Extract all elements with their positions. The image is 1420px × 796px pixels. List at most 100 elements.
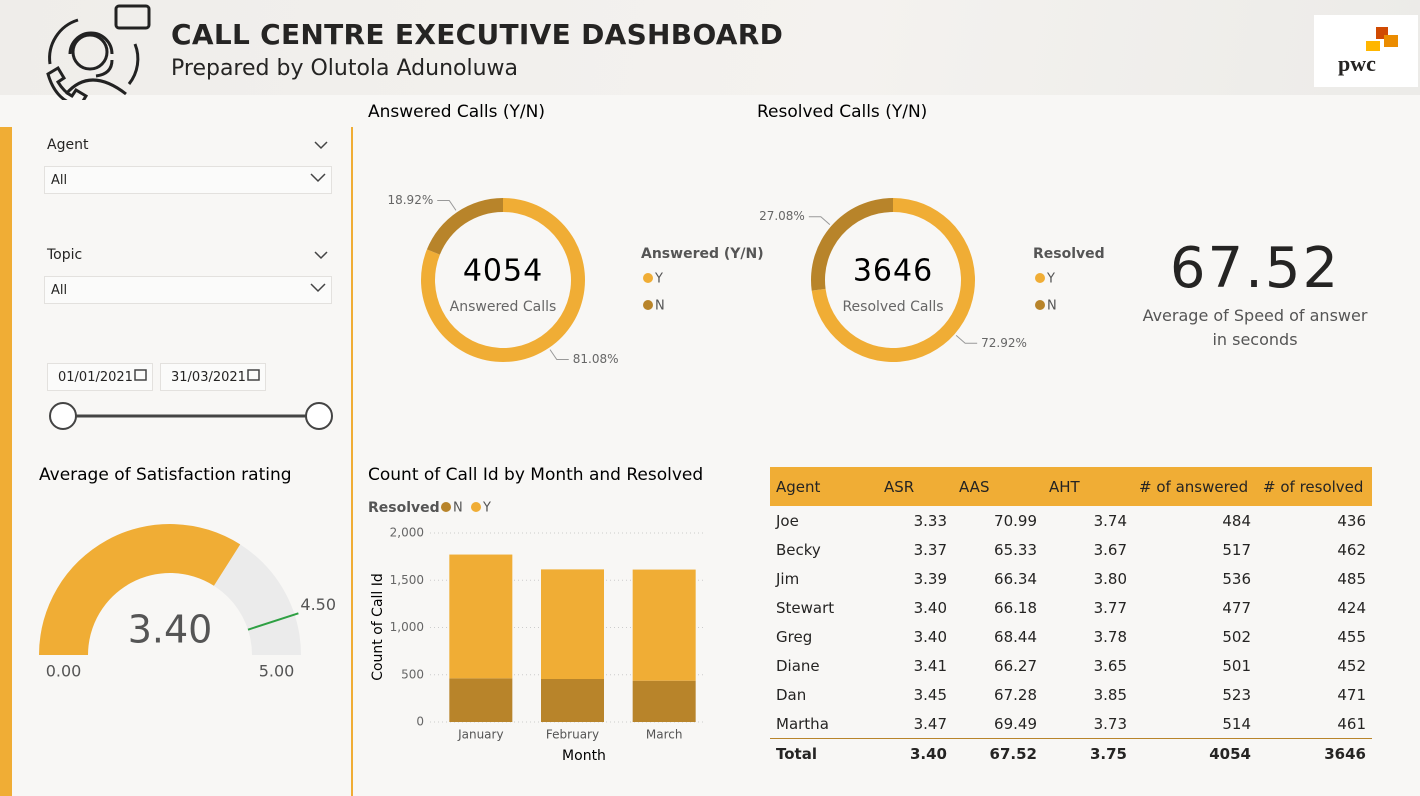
cell: 67.28 — [994, 685, 1037, 704]
date-start-text: 01/01/2021 — [58, 370, 133, 385]
cell: 523 — [1222, 685, 1251, 704]
total-cell: Total — [770, 738, 878, 768]
legend-label: Y — [1046, 272, 1055, 287]
cell: 3.78 — [1093, 627, 1127, 646]
total-row: Total 3.40 67.52 3.75 4054 3646 — [770, 738, 1372, 768]
cell: Stewart — [776, 598, 835, 617]
cell: 514 — [1222, 714, 1251, 733]
cell: 517 — [1222, 540, 1251, 559]
bar — [541, 569, 604, 680]
cell: 3.39 — [913, 569, 947, 588]
cell: 462 — [1337, 540, 1366, 559]
cell: Dan — [776, 685, 807, 704]
legend-dot — [1035, 273, 1045, 283]
panel-accent — [0, 127, 12, 796]
total-cell: 3.75 — [1043, 738, 1133, 768]
center-label: Answered Calls — [450, 299, 557, 315]
cell: 3.73 — [1093, 714, 1127, 733]
legend-label: Y — [482, 501, 491, 516]
gauge-target — [247, 612, 299, 631]
column-header[interactable]: # of resolved — [1257, 467, 1372, 506]
date-start[interactable]: 01/01/2021 — [47, 363, 153, 391]
data-label: 27.08% — [759, 209, 805, 223]
header — [0, 0, 1420, 95]
y-tick-label: 1,500 — [390, 573, 424, 587]
cell: 3.65 — [1093, 656, 1127, 675]
cell: 3.77 — [1093, 598, 1127, 617]
legend-label: N — [453, 501, 463, 516]
header-row: Agent ASR AAS AHT # of answered # of resolved — [770, 467, 1372, 506]
column-header[interactable]: AHT — [1043, 467, 1133, 506]
x-tick-label: January — [457, 728, 504, 742]
slider-handle[interactable] — [49, 402, 77, 430]
cell: 69.49 — [994, 714, 1037, 733]
bar — [449, 678, 513, 722]
y-tick-label: 500 — [401, 667, 424, 681]
target-label: 4.50 — [300, 595, 336, 614]
date-end[interactable]: 31/03/2021 — [160, 363, 266, 391]
column-header[interactable]: Agent — [770, 467, 878, 506]
slider-handle[interactable] — [305, 402, 333, 430]
gauge-value — [39, 524, 241, 655]
total-cell: 3646 — [1257, 738, 1372, 768]
cell: 68.44 — [994, 627, 1037, 646]
table-row: Jim 3.39 66.34 3.80 536 485 — [770, 564, 1372, 593]
cell: 3.80 — [1093, 569, 1127, 588]
cell: 3.33 — [913, 511, 947, 530]
bar — [541, 679, 604, 722]
topic-label: Topic — [47, 247, 83, 263]
legend-label: N — [655, 299, 665, 314]
legend-dot — [471, 502, 481, 512]
y-tick-label: 1,000 — [390, 620, 424, 634]
leader-line — [549, 349, 569, 361]
y-tick-label: 0 — [416, 715, 424, 729]
table-row: Stewart 3.40 66.18 3.77 477 424 — [770, 593, 1372, 622]
cell: Greg — [776, 627, 813, 646]
table-row: Martha 3.47 69.49 3.73 514 461 — [770, 709, 1372, 739]
legend-dot — [643, 300, 653, 310]
agent-dropdown[interactable]: All — [44, 166, 332, 194]
chart-title: Count of Call Id by Month and Resolved — [368, 465, 703, 485]
headset-icon — [46, 4, 151, 100]
subtitle: Prepared by Olutola Adunoluwa — [171, 56, 519, 81]
cell: 3.67 — [1093, 540, 1127, 559]
column-header[interactable]: ASR — [878, 467, 953, 506]
date-end-text: 31/03/2021 — [171, 370, 246, 385]
data-label: 72.92% — [981, 336, 1027, 350]
bar — [632, 680, 696, 722]
cell: 436 — [1337, 511, 1366, 530]
x-axis-label: Month — [562, 748, 606, 764]
cell: 471 — [1337, 685, 1366, 704]
y-axis-label: Count of Call Id — [370, 573, 386, 681]
table-row: Becky 3.37 65.33 3.67 517 462 — [770, 535, 1372, 564]
topic-value: All — [51, 283, 68, 298]
cell: Diane — [776, 656, 820, 675]
center-value: 4054 — [463, 254, 543, 289]
data-label: 18.92% — [387, 193, 433, 207]
logo: pwc — [1314, 15, 1418, 87]
total-cell: 4054 — [1133, 738, 1257, 768]
cell: 452 — [1337, 656, 1366, 675]
cell: 502 — [1222, 627, 1251, 646]
leader-line — [955, 335, 978, 344]
x-tick-label: February — [546, 728, 599, 742]
column-header[interactable]: AAS — [953, 467, 1043, 506]
chart-title: Resolved Calls (Y/N) — [757, 102, 927, 122]
legend-dot — [643, 273, 653, 283]
legend-label: N — [1047, 299, 1057, 314]
x-tick-label: March — [646, 728, 683, 742]
cell: 3.74 — [1093, 511, 1127, 530]
agent-label: Agent — [47, 137, 89, 153]
topic-dropdown[interactable]: All — [44, 276, 332, 304]
logo-text: pwc — [1338, 51, 1376, 76]
kpi-label: Average of Speed of answer in seconds — [1142, 306, 1368, 349]
column-header[interactable]: # of answered — [1133, 467, 1257, 506]
donut-segment — [811, 197, 893, 291]
donut-segment — [426, 198, 503, 255]
legend-title: Resolved — [368, 500, 440, 516]
legend-title: Resolved — [1033, 246, 1105, 262]
cell: 3.85 — [1093, 685, 1127, 704]
data-label: 81.08% — [573, 352, 619, 366]
agent-table: Agent ASR AAS AHT # of answered # of resolved… — [770, 467, 1372, 768]
